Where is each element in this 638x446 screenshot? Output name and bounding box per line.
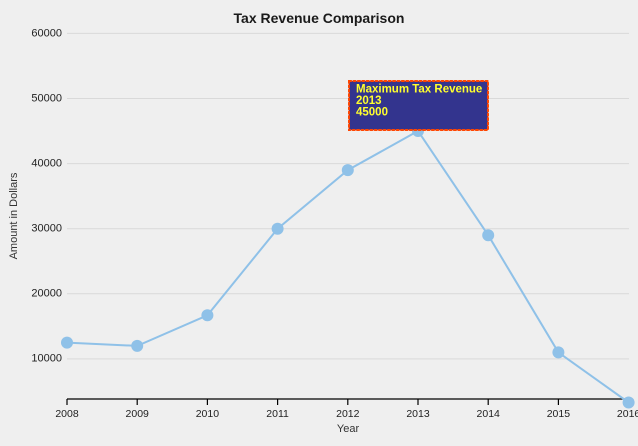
svg-text:10000: 10000	[31, 353, 62, 365]
svg-text:Maximum Tax Revenue: Maximum Tax Revenue	[356, 84, 482, 96]
svg-text:2016: 2016	[617, 408, 638, 420]
svg-text:45000: 45000	[356, 107, 388, 119]
svg-text:2015: 2015	[547, 408, 571, 420]
svg-text:50000: 50000	[31, 93, 62, 105]
svg-text:2009: 2009	[126, 408, 150, 420]
svg-text:2012: 2012	[336, 408, 360, 420]
svg-text:20000: 20000	[31, 288, 62, 300]
svg-text:2010: 2010	[196, 408, 220, 420]
svg-text:2011: 2011	[266, 408, 289, 420]
svg-text:60000: 60000	[31, 28, 62, 40]
svg-text:2013: 2013	[356, 95, 382, 107]
svg-text:2008: 2008	[55, 408, 79, 420]
svg-text:2013: 2013	[406, 408, 430, 420]
svg-text:40000: 40000	[31, 158, 62, 170]
svg-text:30000: 30000	[31, 223, 62, 235]
svg-text:2014: 2014	[477, 408, 501, 420]
